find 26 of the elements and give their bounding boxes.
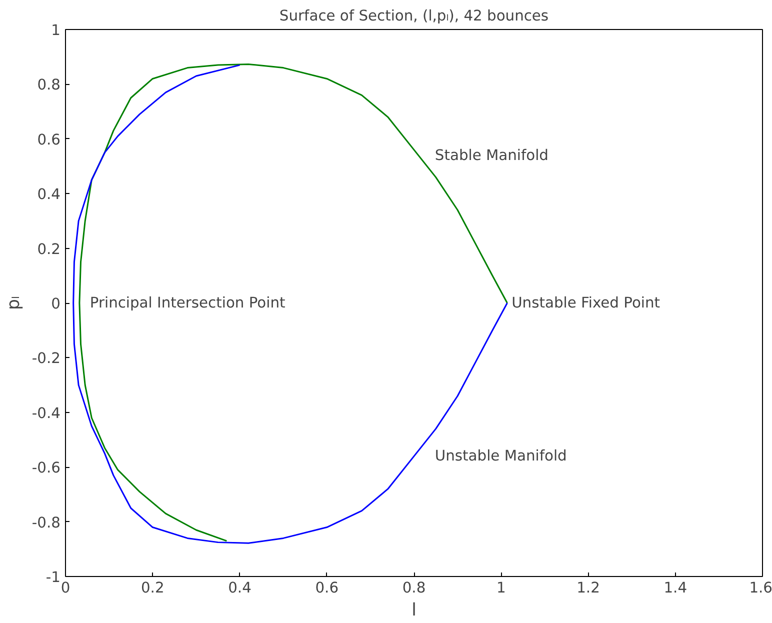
y-tick-label: 0.6 [37, 131, 61, 148]
y-tick-label: 1 [51, 22, 61, 39]
x-axis-title: l [412, 600, 416, 620]
x-tick-label: 0.8 [402, 580, 426, 596]
y-tick-label: -0.4 [32, 404, 61, 422]
x-tick-label: 1.4 [664, 580, 688, 596]
x-tick-label: 1.2 [576, 580, 600, 596]
annotation: Unstable Manifold [434, 448, 567, 465]
y-tick-label: 0.2 [37, 240, 61, 258]
x-tick-label: 0.6 [315, 580, 339, 596]
x-tick-label: 0.4 [228, 580, 252, 596]
y-tick-label: -0.2 [32, 350, 61, 368]
y-tick-label: 0 [51, 296, 61, 312]
x-tick-label: 0.2 [140, 580, 164, 596]
annotation: Unstable Fixed Point [512, 294, 660, 312]
y-tick-label: 0.8 [37, 76, 61, 94]
annotation: Principal Intersection Point [90, 294, 286, 312]
chart-title: Surface of Section, (l,pₗ), 42 bounces [279, 8, 549, 24]
y-tick-label: -0.8 [32, 514, 61, 532]
x-tick-label: 1 [496, 580, 506, 596]
y-tick-label: -0.6 [32, 460, 61, 477]
annotation: Stable Manifold [434, 146, 548, 164]
x-tick-label: 1.6 [749, 580, 772, 596]
y-axis-title: pₗ [4, 296, 24, 310]
y-tick-label: -1 [46, 569, 61, 586]
y-tick-label: 0.4 [37, 186, 61, 204]
